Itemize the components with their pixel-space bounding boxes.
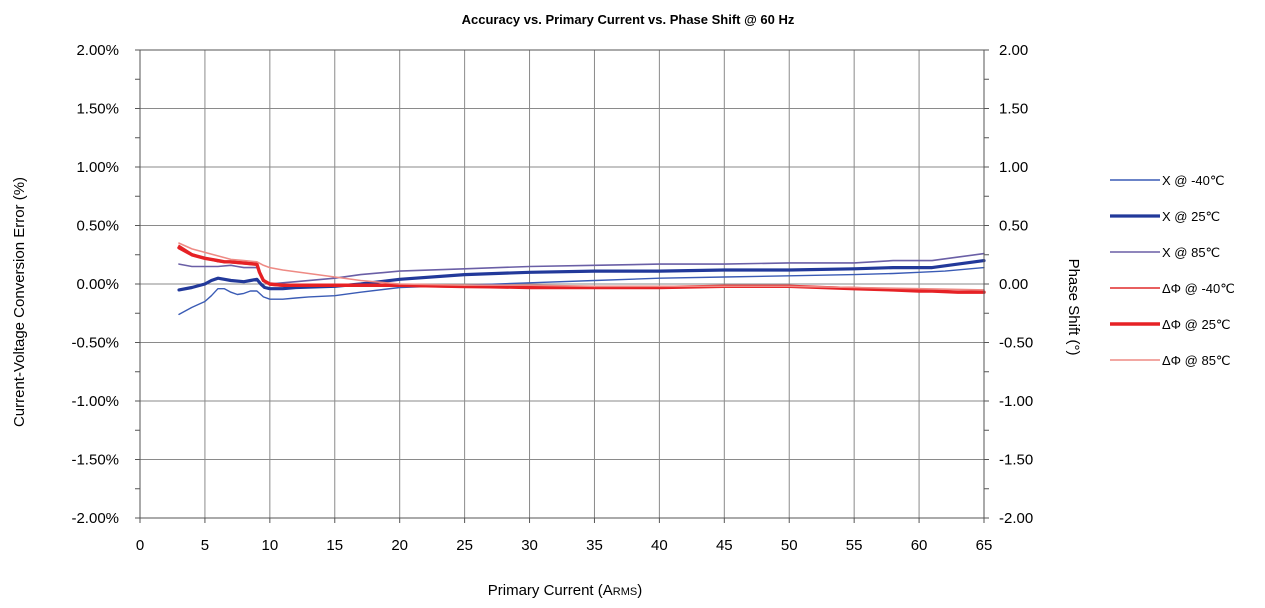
x-tick-label: 20	[391, 537, 408, 554]
x-tick-label: 50	[781, 537, 798, 554]
y-right-tick-label: 1.50	[999, 101, 1028, 118]
legend: X @ -40℃ X @ 25℃ X @ 85℃ ΔΦ @ -40℃ ΔΦ @ 25℃ Δ…	[1110, 173, 1235, 368]
chart-title: Accuracy vs. Primary Current vs. Phase S…	[462, 12, 795, 27]
y-left-tick-label: -1.00%	[71, 393, 119, 410]
x-tick-label: 10	[262, 537, 279, 554]
x-axis-label: Primary Current (ARMS)	[488, 582, 642, 599]
plot-frame	[139, 49, 985, 519]
x-tick-label: 65	[976, 537, 993, 554]
y-right-tick-label: 1.00	[999, 159, 1028, 176]
x-axis-label-subscript: RMS	[613, 586, 637, 598]
y-left-tick-label: -2.00%	[71, 510, 119, 527]
y-right-tick-labels: 2.00 1.50 1.00 0.50 0.00 -0.50 -1.00 -1.50 -2.00	[999, 42, 1033, 527]
series-lines	[177, 242, 986, 316]
y-left-tick-label: 1.00%	[76, 159, 119, 176]
legend-label-1: X @ 25℃	[1162, 209, 1220, 224]
x-tick-label: 30	[521, 537, 538, 554]
y-left-tick-label: 1.50%	[76, 101, 119, 118]
grid-lines	[135, 49, 989, 523]
y-right-tick-label: -0.50	[999, 335, 1033, 352]
x-tick-labels: 0 5 10 15 20 25 30 35 40 45 50 55 60 65	[136, 537, 993, 554]
series-line-4	[177, 245, 986, 294]
x-tick-label: 0	[136, 537, 144, 554]
x-axis-label-end: )	[637, 582, 642, 599]
legend-label-4: ΔΦ @ 25℃	[1162, 317, 1231, 332]
y-right-tick-label: -1.00	[999, 393, 1033, 410]
y-left-axis-label: Current-Voltage Conversion Error (%)	[11, 177, 28, 427]
x-axis-label-main: Primary Current (A	[488, 582, 613, 599]
x-tick-label: 60	[911, 537, 928, 554]
series-line-1	[177, 259, 986, 292]
y-right-tick-label: 2.00	[999, 42, 1028, 59]
y-left-tick-label: -0.50%	[71, 335, 119, 352]
x-tick-label: 45	[716, 537, 733, 554]
y-left-tick-label: -1.50%	[71, 452, 119, 469]
x-tick-label: 5	[201, 537, 209, 554]
x-tick-label: 35	[586, 537, 603, 554]
y-right-tick-label: -2.00	[999, 510, 1033, 527]
y-right-tick-label: 0.00	[999, 276, 1028, 293]
y-right-axis-label: Phase Shift (°)	[1065, 259, 1082, 356]
y-right-tick-label: 0.50	[999, 218, 1028, 235]
series-line-5	[178, 242, 985, 291]
legend-label-0: X @ -40℃	[1162, 173, 1224, 188]
y-left-tick-label: 2.00%	[76, 42, 119, 59]
x-tick-label: 40	[651, 537, 668, 554]
y-left-tick-label: 0.50%	[76, 218, 119, 235]
series-line-0	[178, 266, 985, 316]
x-tick-label: 25	[456, 537, 473, 554]
series-line-2	[178, 252, 985, 285]
x-tick-label: 55	[846, 537, 863, 554]
y-left-tick-label: 0.00%	[76, 276, 119, 293]
y-right-tick-label: -1.50	[999, 452, 1033, 469]
legend-label-3: ΔΦ @ -40℃	[1162, 281, 1235, 296]
legend-label-2: X @ 85℃	[1162, 245, 1220, 260]
legend-label-5: ΔΦ @ 85℃	[1162, 353, 1231, 368]
x-tick-label: 15	[326, 537, 343, 554]
y-left-tick-labels: 2.00% 1.50% 1.00% 0.50% 0.00% -0.50% -1.00% -1.…	[71, 42, 119, 527]
